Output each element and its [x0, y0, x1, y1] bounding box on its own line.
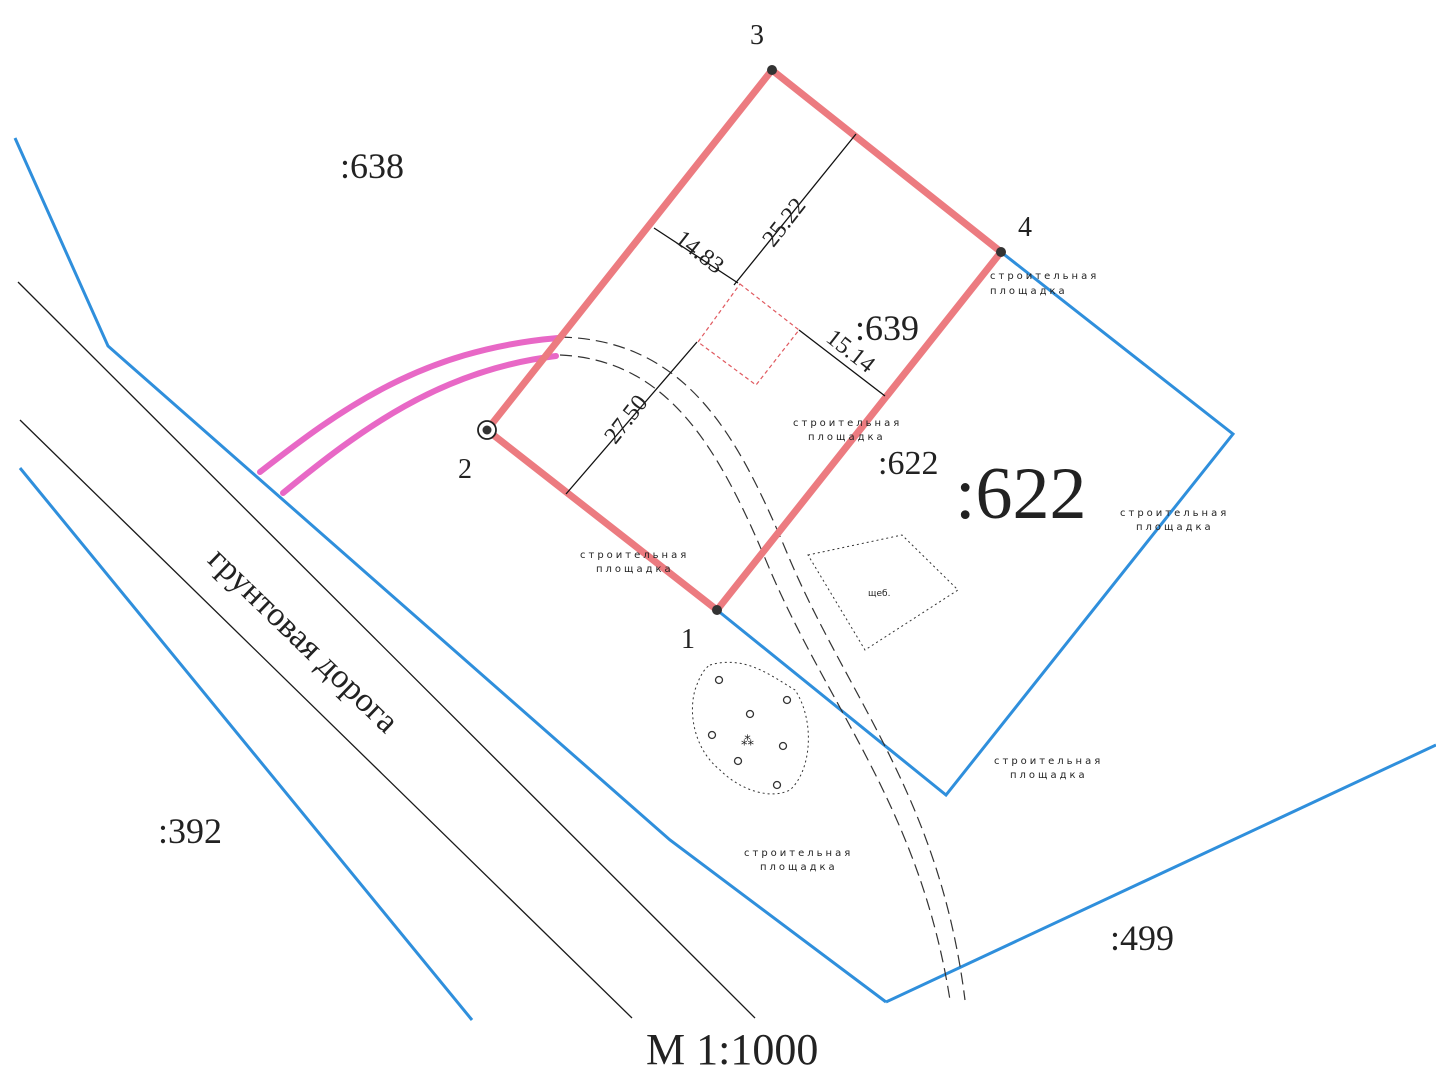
- parcel-label-638: :638: [340, 146, 404, 186]
- parcel-label-622-large: :622: [955, 453, 1087, 535]
- site-label-1-line2: площадка: [990, 286, 1068, 297]
- dim-line-14-83: [653, 227, 739, 284]
- parcel-vertices: [477, 65, 1006, 615]
- track-line-outer: [559, 336, 966, 1001]
- site-label-3: строительная площадка: [1120, 508, 1229, 533]
- parcel-639-boundary: [482, 65, 1006, 615]
- site-label-2-line1: строительная: [793, 418, 902, 429]
- parcel-label-622-small: :622: [878, 445, 938, 482]
- vertex-1-marker: [712, 605, 722, 615]
- site-label-6: строительная площадка: [744, 848, 853, 873]
- dim-line-15-14: [798, 329, 886, 397]
- boundary-499: [885, 743, 1436, 1004]
- site-label-4: строительная площадка: [580, 550, 689, 575]
- site-label-1: строительная площадка: [990, 271, 1099, 297]
- tree-circle: [778, 741, 788, 751]
- boundary-638-west: [13, 137, 887, 1004]
- road-edges: [17, 281, 756, 1019]
- site-label-5: строительная площадка: [994, 756, 1103, 781]
- parcel-label-639: :639: [855, 308, 919, 348]
- boundary-392: [18, 467, 474, 1021]
- dimension-lines: [565, 133, 886, 495]
- tree-circle: [707, 730, 717, 740]
- dim-line-27-50: [565, 341, 698, 495]
- dirt-track: [559, 336, 966, 1001]
- site-label-1-line1: строительная: [990, 271, 1099, 282]
- site-label-3-line1: строительная: [1120, 508, 1229, 519]
- vertex-1-label: 1: [681, 624, 695, 655]
- site-label-6-line2: площадка: [760, 862, 838, 873]
- boundary-622-east: [716, 250, 1236, 798]
- tree-cluster: ⁂: [692, 661, 809, 795]
- neighbor-boundaries: [13, 137, 1436, 1021]
- site-label-4-line1: строительная: [580, 550, 689, 561]
- gravel-label: щеб.: [868, 589, 890, 599]
- vertex-2-label: 2: [458, 454, 472, 485]
- parcel-label-499: :499: [1110, 918, 1174, 958]
- tree-circle: [782, 695, 792, 705]
- site-label-3-line2: площадка: [1136, 522, 1214, 533]
- parcel-label-392: :392: [158, 811, 222, 851]
- site-label-2: строительная площадка: [793, 418, 902, 443]
- vertex-3-marker: [767, 65, 777, 75]
- site-label-5-line1: строительная: [994, 756, 1103, 767]
- site-label-6-line1: строительная: [744, 848, 853, 859]
- vertex-2-marker-inner: [482, 425, 492, 435]
- tree-circle: [772, 780, 782, 790]
- tree-circle: [745, 709, 755, 719]
- tree-circle: [714, 675, 724, 685]
- driveway-north: [257, 335, 561, 475]
- road-edge-north: [17, 281, 756, 1019]
- dim-label-25-22: 25.22: [758, 193, 812, 252]
- vertex-4-marker: [996, 247, 1006, 257]
- site-label-4-line2: площадка: [596, 564, 674, 575]
- building-footprint: [697, 283, 800, 386]
- road-edge-south: [19, 419, 633, 1019]
- site-label-2-line2: площадка: [808, 432, 886, 443]
- tree-circles: [707, 675, 792, 790]
- site-label-5-line2: площадка: [1010, 770, 1088, 781]
- vertex-4-label: 4: [1018, 212, 1032, 243]
- scale-label: М 1:1000: [646, 1025, 818, 1071]
- vertex-3-label: 3: [750, 20, 764, 51]
- tree-symbol: ⁂: [741, 734, 754, 749]
- driveway: [257, 335, 561, 496]
- road-label: грунтовая дорога: [201, 541, 406, 741]
- tree-circle: [733, 756, 743, 766]
- tree-cluster-outline: [692, 661, 809, 795]
- dim-line-25-22: [733, 133, 857, 286]
- track-line-inner: [559, 354, 951, 1001]
- driveway-south: [280, 353, 559, 496]
- dim-label-27-50: 27.50: [600, 390, 654, 449]
